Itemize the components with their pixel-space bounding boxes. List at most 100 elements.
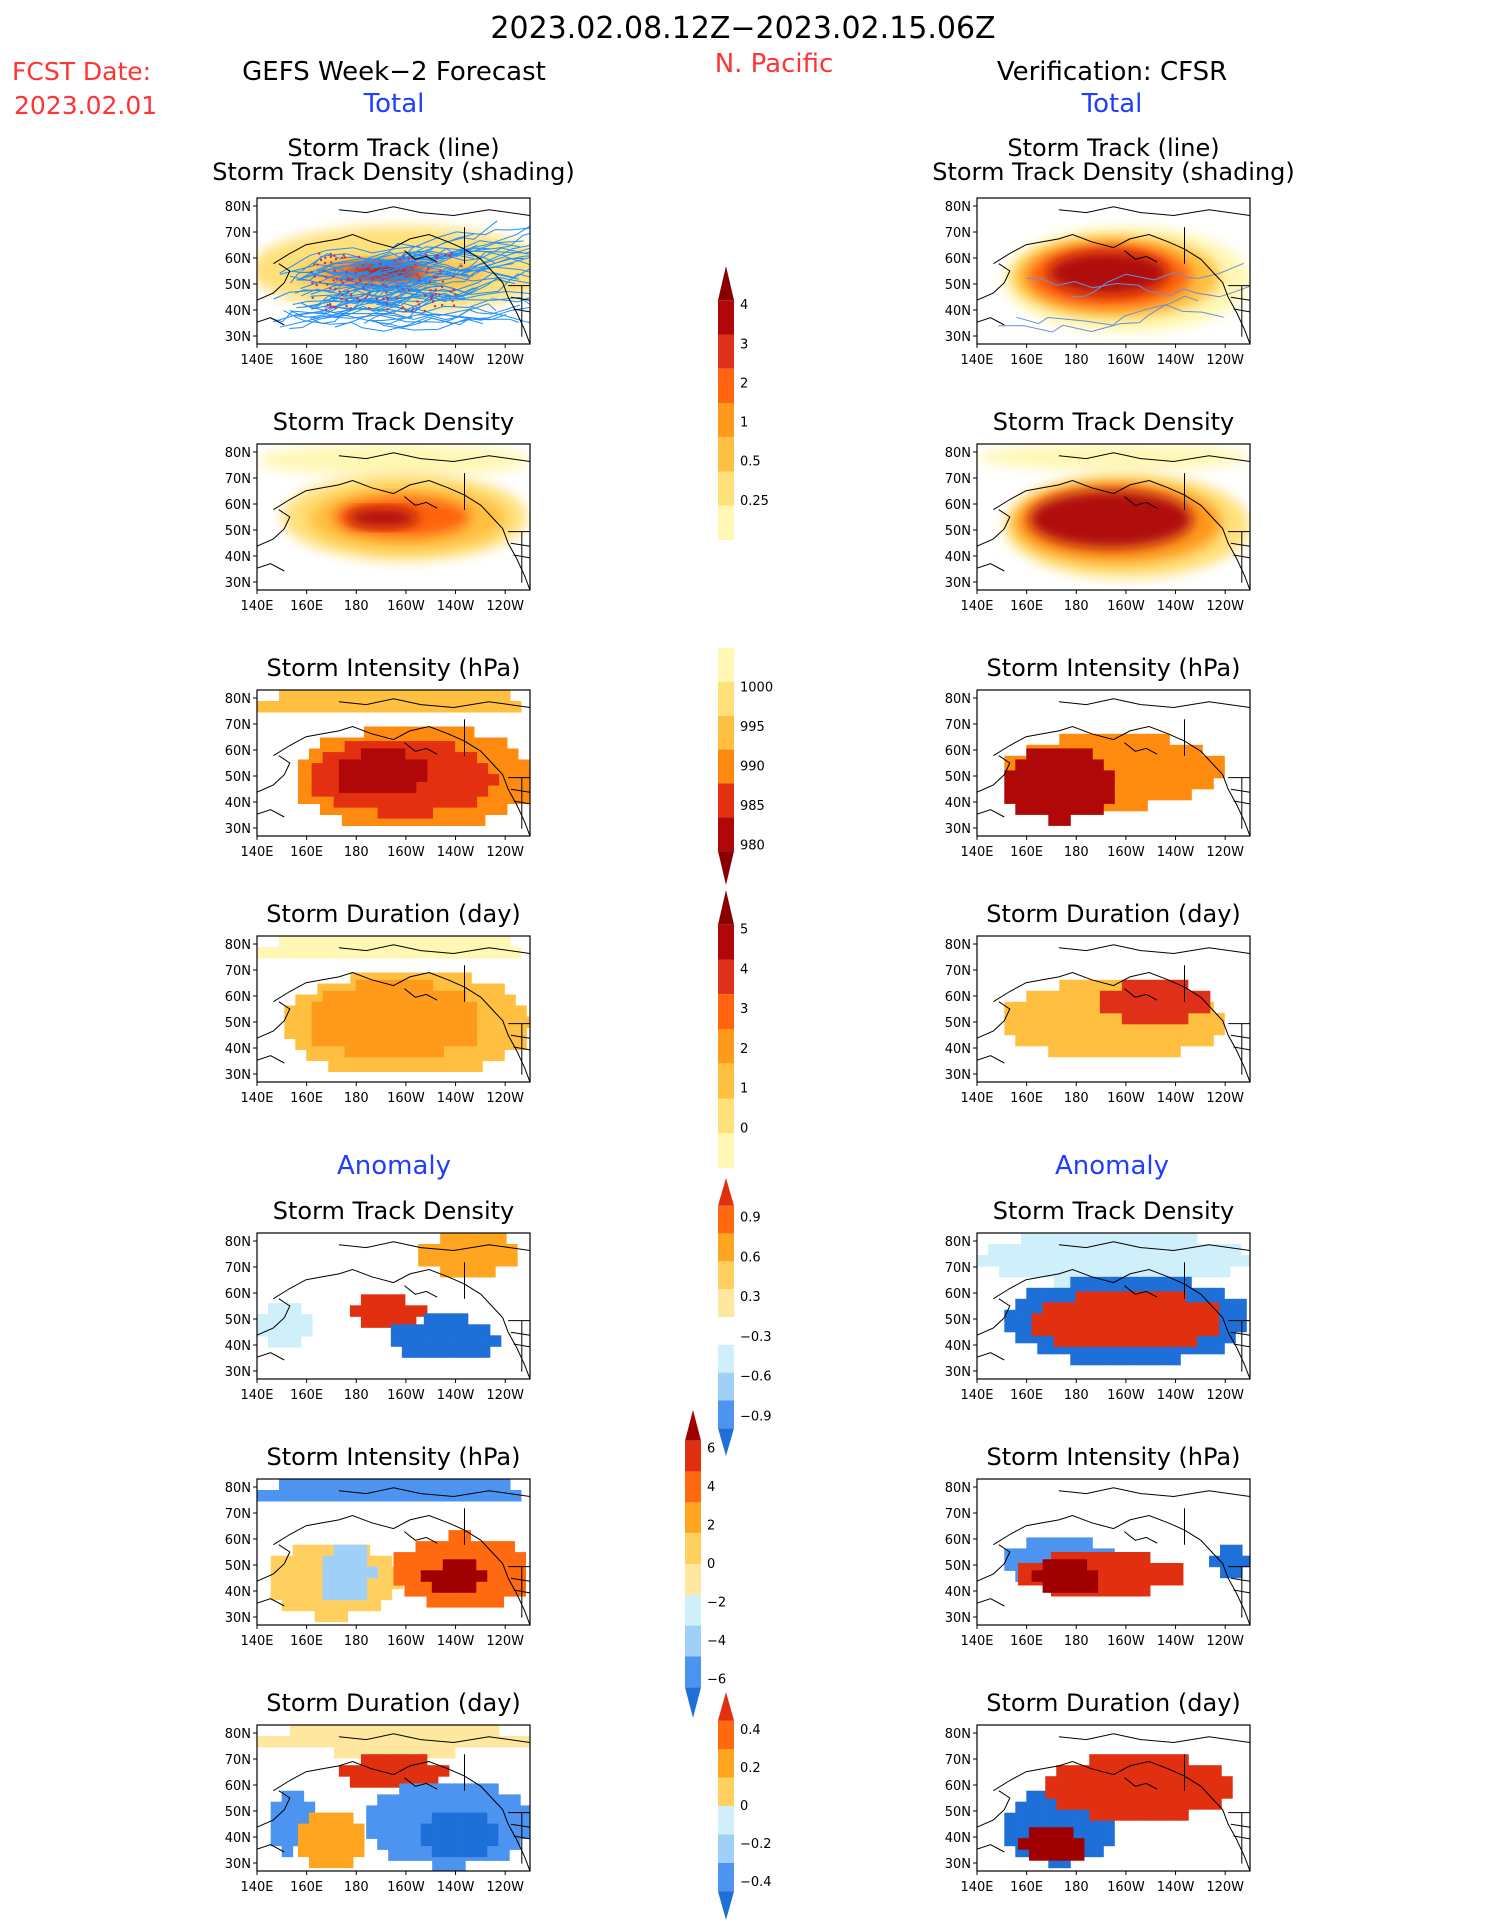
grid-cell [1188,1798,1200,1810]
grid-cell [1169,1342,1181,1355]
grid-cell [489,1335,502,1347]
grid-cell [1188,1787,1200,1799]
y-tick-label: 50N [945,1559,971,1574]
grid-cell [388,1816,400,1828]
grid-cell [390,1335,403,1347]
grid-cell [432,785,445,797]
map-frame [256,197,531,345]
grid-cell [510,701,522,713]
grid-cell [1186,1244,1198,1256]
coast-segment [993,1514,1250,1625]
grid-cell [1103,979,1115,992]
grid-cell [492,1596,504,1608]
grid-cell [473,792,486,804]
panel-title: Storm Track (line) [1007,134,1219,162]
grid-cell [465,785,478,797]
grid-cell [389,1725,401,1737]
y-tick-label: 60N [225,1533,251,1548]
grid-cell [322,763,335,775]
colorbar-segment [718,471,734,506]
track-line [330,279,516,303]
grid-cell [504,1027,516,1039]
grid-cell [495,770,508,782]
y-tick-label: 80N [945,200,971,215]
grid-cell [366,1045,379,1058]
grid-cell [1197,1244,1209,1256]
colorbar-tip [685,1687,701,1718]
grid-cell [389,936,401,948]
grid-cell [389,1736,401,1748]
grid-cell [1064,1313,1077,1325]
grid-cell [399,1012,412,1025]
grid-cell [388,1001,401,1014]
grid-cell [506,770,519,782]
grid-cell [1213,1331,1225,1344]
grid-cell [415,1305,428,1317]
grid-cell [349,1765,362,1777]
grid-cell [442,1581,455,1593]
panel-title: Storm Track Density [273,1197,514,1225]
grid-cell [1125,766,1137,779]
y-tick-label: 40N [225,1339,251,1354]
x-tick-label: 140W [1157,1880,1195,1895]
grid-cell [1070,1001,1082,1014]
grid-cell [341,814,354,826]
grid-cell [389,1490,401,1502]
track-point [431,293,434,297]
grid-cell [279,1303,291,1315]
grid-cell [322,752,335,764]
coast-segment [404,988,438,1001]
grid-cell [442,1845,455,1858]
track-point [324,275,328,279]
grid-cell [1169,788,1181,801]
colorbar-label: 990 [740,760,765,775]
grid-cell [1048,803,1060,815]
grid-cell [1037,1548,1049,1560]
grid-cell [301,701,313,713]
grid-cell [411,1736,423,1748]
grid-cell [366,1816,378,1828]
grid-cell [1175,1233,1187,1245]
grid-cell [1125,1276,1137,1289]
grid-cell [465,1023,478,1036]
grid-cell [432,741,445,753]
coast-segment [977,1055,1005,1064]
grid-cell [411,1725,423,1737]
track-point [428,280,432,284]
grid-cell [473,803,486,815]
coast-segment [993,1268,1250,1379]
map-frame [976,1478,1251,1626]
grid-cell [1054,1233,1066,1245]
grid-cell [1169,755,1181,768]
colorbar-segment [718,1749,734,1778]
x-tick-label: 160E [290,353,323,368]
grid-cell [1081,803,1093,815]
grid-cell [426,1776,439,1788]
grid-cell [478,1346,491,1358]
panel-title: Storm Duration (day) [266,1689,521,1717]
grid-cell [1199,1765,1211,1777]
grid-cell [1144,1765,1156,1777]
grid-cell [1153,1255,1165,1267]
grid-cell [504,1016,516,1028]
grid-cell [1114,1276,1126,1289]
colorbar-segment [718,1806,734,1835]
x-tick-label: 180 [344,599,369,614]
grid-cell [1207,1313,1220,1325]
colorbar-segment [685,1594,701,1626]
coast-segment [510,1823,530,1828]
grid-cell [1158,1034,1170,1047]
track-line [1026,277,1250,298]
grid-cell [1132,979,1145,992]
grid-cell [437,1765,450,1777]
grid-cell [1092,759,1104,771]
grid-cell [1136,744,1148,757]
grid-cell [418,1255,430,1267]
grid-cell [1154,979,1167,992]
track-line [376,317,484,328]
grid-cell [432,1860,444,1871]
grid-cell [303,1577,316,1590]
grid-cell [484,737,497,749]
grid-cell [1207,1324,1220,1336]
grid-cell [360,770,373,782]
